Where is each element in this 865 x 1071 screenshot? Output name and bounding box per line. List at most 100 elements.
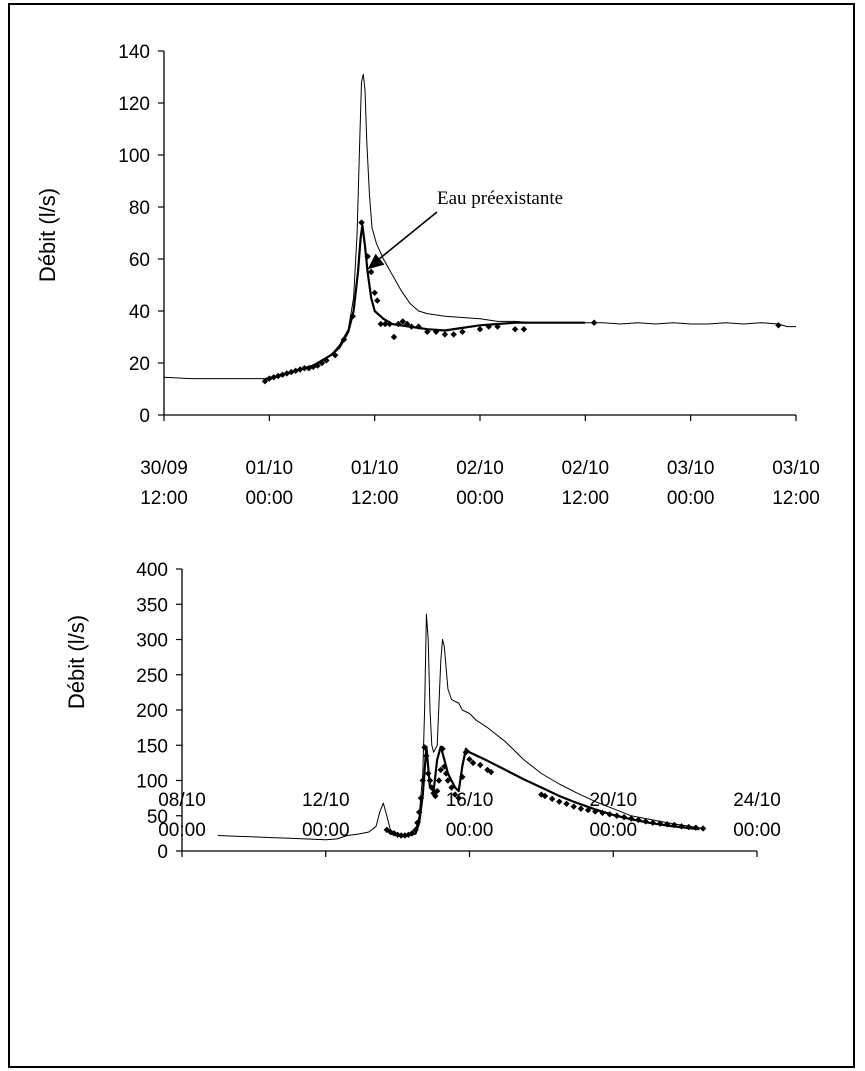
top-chart-observed-point bbox=[590, 319, 598, 326]
top-chart-y-tick-label: 20 bbox=[129, 354, 150, 375]
top-chart-observed-point bbox=[399, 318, 406, 325]
bottom-chart-observed-point bbox=[421, 744, 428, 751]
top-chart-observed-point bbox=[382, 320, 389, 328]
bottom-chart-observed-point bbox=[577, 805, 585, 812]
top-chart-observed-point bbox=[408, 323, 415, 330]
bottom-chart-observed-point bbox=[592, 808, 599, 815]
top-chart-observed-point bbox=[459, 328, 466, 335]
bottom-chart-observed-point bbox=[671, 821, 678, 829]
top-chart-x-tick-label-time: 12:00 bbox=[140, 488, 188, 509]
bottom-chart-observed-point bbox=[584, 806, 592, 814]
top-chart-observed-point bbox=[371, 289, 378, 296]
top-chart-y-tick-label: 80 bbox=[129, 198, 150, 219]
bottom-chart-y-tick-label: 250 bbox=[136, 666, 168, 687]
bottom-chart-observed-point bbox=[477, 761, 484, 769]
top-chart-x-tick-label-date: 30/09 bbox=[140, 458, 188, 479]
bottom-chart-x-tick-label-date: 12/10 bbox=[302, 790, 350, 811]
bottom-chart-x-tick-label-date: 08/10 bbox=[158, 790, 206, 811]
top-chart-observed-point bbox=[494, 323, 501, 330]
bottom-chart-observed-point bbox=[435, 777, 443, 784]
bottom-chart-x-tick-label-date: 20/10 bbox=[589, 790, 637, 811]
bottom-chart-observed-point bbox=[439, 745, 446, 752]
top-chart-bold-series-line bbox=[264, 224, 586, 381]
bottom-chart-observed-point bbox=[414, 819, 421, 826]
top-chart-x-tick-label-date: 02/10 bbox=[562, 458, 610, 479]
top-chart-observed-point bbox=[331, 352, 339, 359]
bottom-chart-y-tick-label: 50 bbox=[147, 807, 168, 828]
bottom-chart: 0 50 100 150 200 250 300 350 400 08/10 00:00 12/10 0… bbox=[136, 560, 780, 863]
bottom-chart-observed-point bbox=[412, 826, 419, 834]
top-chart-observed-point bbox=[314, 362, 321, 369]
bottom-chart-observed-point bbox=[428, 784, 435, 791]
top-chart-annotation-arrow bbox=[373, 211, 438, 265]
bottom-chart-observed-point bbox=[606, 811, 613, 818]
top-chart-y-axis-label: Débit (l/s) bbox=[35, 188, 60, 282]
bottom-chart-observed-point bbox=[599, 809, 606, 817]
bottom-chart-observed-point bbox=[441, 763, 448, 770]
bottom-chart-y-tick-label: 300 bbox=[136, 631, 168, 652]
top-chart-observed-point bbox=[301, 365, 308, 372]
bottom-chart-observed-point bbox=[444, 777, 452, 784]
bottom-chart-observed-point bbox=[442, 770, 450, 777]
top-chart-x-tick-label-time: 12:00 bbox=[351, 488, 399, 509]
top-chart-observed-point bbox=[386, 320, 393, 328]
top-chart-observed-point bbox=[377, 320, 385, 328]
top-chart-observed-point bbox=[520, 326, 528, 333]
bottom-chart-y-tick-label: 400 bbox=[136, 560, 168, 581]
bottom-chart-x-tick-label-date: 16/10 bbox=[446, 790, 494, 811]
bottom-chart-observed-point bbox=[699, 825, 707, 832]
top-chart-observed-point bbox=[395, 320, 402, 328]
top-chart-observed-point bbox=[390, 333, 398, 341]
bottom-chart-observed-point bbox=[383, 826, 391, 834]
top-chart-observed-point bbox=[432, 328, 440, 335]
bottom-chart-thin-series-line bbox=[217, 613, 704, 841]
bottom-chart-observed-point bbox=[570, 803, 577, 810]
top-chart-observed-point bbox=[450, 331, 457, 338]
bottom-chart-x-tick-label-time: 00:00 bbox=[158, 820, 206, 841]
top-chart-y-tick-label: 60 bbox=[129, 250, 150, 271]
bottom-chart-observed-point bbox=[678, 823, 685, 830]
bottom-chart-observed-point bbox=[628, 815, 635, 822]
bottom-chart-y-tick-label: 0 bbox=[157, 842, 168, 863]
bottom-chart-observed-point bbox=[451, 791, 459, 798]
top-chart-y-tick-label: 0 bbox=[139, 406, 150, 427]
top-chart-x-tick-label-date: 02/10 bbox=[456, 458, 504, 479]
bottom-chart-observed-point bbox=[484, 766, 491, 774]
top-chart-annotation: Eau préexistante bbox=[437, 188, 563, 209]
top-chart-x-tick-label-time: 12:00 bbox=[772, 488, 820, 509]
top-chart-x-tick-label-date: 03/10 bbox=[772, 458, 820, 479]
top-chart-annotation-arrowhead bbox=[367, 253, 385, 270]
top-chart-observed-point bbox=[415, 323, 422, 330]
bottom-chart-observed-point bbox=[415, 809, 423, 816]
bottom-chart-observed-point bbox=[398, 832, 405, 839]
top-chart-thin-series-line bbox=[163, 73, 796, 380]
bottom-chart-observed-point bbox=[462, 749, 470, 756]
bottom-chart-observed-point bbox=[620, 813, 628, 821]
top-chart-observed-point bbox=[441, 331, 449, 338]
bottom-chart-observed-point bbox=[556, 798, 563, 805]
top-chart-observed-point bbox=[340, 336, 348, 343]
bottom-chart-observed-point bbox=[563, 800, 570, 807]
bottom-chart-observed-point bbox=[426, 777, 434, 784]
bottom-chart-x-tick-label-time: 00:00 bbox=[589, 820, 637, 841]
top-chart-x-tick-label-date: 01/10 bbox=[351, 458, 399, 479]
bottom-chart-observed-point bbox=[417, 794, 425, 802]
bottom-chart-observed-point bbox=[437, 766, 444, 774]
bottom-chart-observed-point bbox=[487, 768, 495, 776]
bottom-chart-x-tick-label-date: 24/10 bbox=[733, 790, 781, 811]
bottom-chart-x-tick-label-time: 00:00 bbox=[446, 820, 494, 841]
bottom-chart-observed-point bbox=[419, 777, 426, 784]
top-chart-x-tick-label-time: 00:00 bbox=[246, 488, 294, 509]
top-chart-observed-point bbox=[485, 323, 492, 330]
bottom-chart-y-tick-label: 350 bbox=[136, 595, 168, 616]
bottom-chart-x-tick-label-time: 00:00 bbox=[733, 820, 781, 841]
top-chart-x-tick-label-time: 00:00 bbox=[456, 488, 504, 509]
top-chart-observed-point bbox=[424, 328, 431, 335]
top-chart-y-tick-label: 40 bbox=[129, 302, 150, 323]
top-chart-x-tick-label-date: 01/10 bbox=[246, 458, 294, 479]
bottom-chart-y-tick-label: 200 bbox=[136, 701, 168, 722]
bottom-chart-observed-point bbox=[663, 821, 671, 828]
bottom-chart-y-axis-label: Débit (l/s) bbox=[64, 615, 89, 709]
chart-frame bbox=[8, 3, 855, 1068]
